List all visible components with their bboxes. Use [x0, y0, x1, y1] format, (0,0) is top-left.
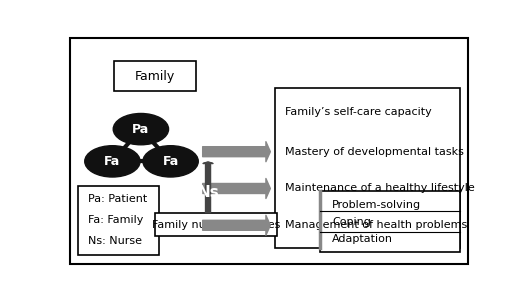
Text: Mastery of developmental tasks: Mastery of developmental tasks [286, 147, 464, 157]
Circle shape [113, 113, 169, 145]
Text: Family nursing abilities: Family nursing abilities [152, 220, 280, 230]
Text: Adaptation: Adaptation [332, 234, 393, 244]
Circle shape [143, 146, 198, 177]
Bar [320, 191, 460, 252]
Bar [78, 185, 159, 255]
Text: Pa: Pa [132, 123, 150, 136]
Text: Ns: Ns [197, 185, 219, 200]
Text: Fa: Fa [104, 155, 121, 168]
Text: Problem-solving: Problem-solving [332, 200, 421, 210]
Text: Ns: Nurse: Ns: Nurse [88, 236, 142, 246]
Bar [275, 88, 460, 248]
Text: Fa: Fa [162, 155, 178, 168]
Text: Maintenance of a healthy lifestyle: Maintenance of a healthy lifestyle [286, 184, 475, 193]
Text: Management of health problems: Management of health problems [286, 220, 468, 230]
Bar [114, 61, 196, 91]
Text: Family’s self-care capacity: Family’s self-care capacity [286, 107, 432, 117]
Text: Pa: Patient: Pa: Patient [88, 194, 147, 204]
Text: Coping: Coping [332, 217, 371, 227]
Text: Family: Family [135, 70, 175, 83]
Text: Fa: Family: Fa: Family [88, 215, 143, 225]
Circle shape [85, 146, 140, 177]
Bar [155, 213, 277, 236]
